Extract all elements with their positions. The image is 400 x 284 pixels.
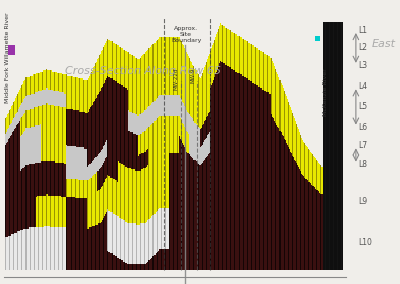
Text: L1: L1 [358,26,367,35]
Text: East: East [371,39,395,49]
Text: L7: L7 [358,141,367,150]
Text: L5: L5 [358,103,367,111]
Text: Cross-Section Along Row 65: Cross-Section Along Row 65 [65,66,221,76]
Text: L4: L4 [358,82,367,91]
Text: L6: L6 [358,123,367,132]
Bar [8,45,15,55]
Text: MW-22d: MW-22d [174,67,179,89]
Text: Middle Fork Willamette River: Middle Fork Willamette River [5,12,10,103]
Text: L8: L8 [358,160,367,169]
Text: L3: L3 [358,61,367,70]
Text: L10: L10 [358,238,372,247]
Text: MW-9: MW-9 [190,67,195,83]
Text: Approx.
Site
Boundary: Approx. Site Boundary [171,26,201,43]
Bar [315,36,320,41]
Text: L9: L9 [358,197,367,206]
Text: L2: L2 [358,43,367,53]
Text: McKenzie River: McKenzie River [323,68,328,116]
